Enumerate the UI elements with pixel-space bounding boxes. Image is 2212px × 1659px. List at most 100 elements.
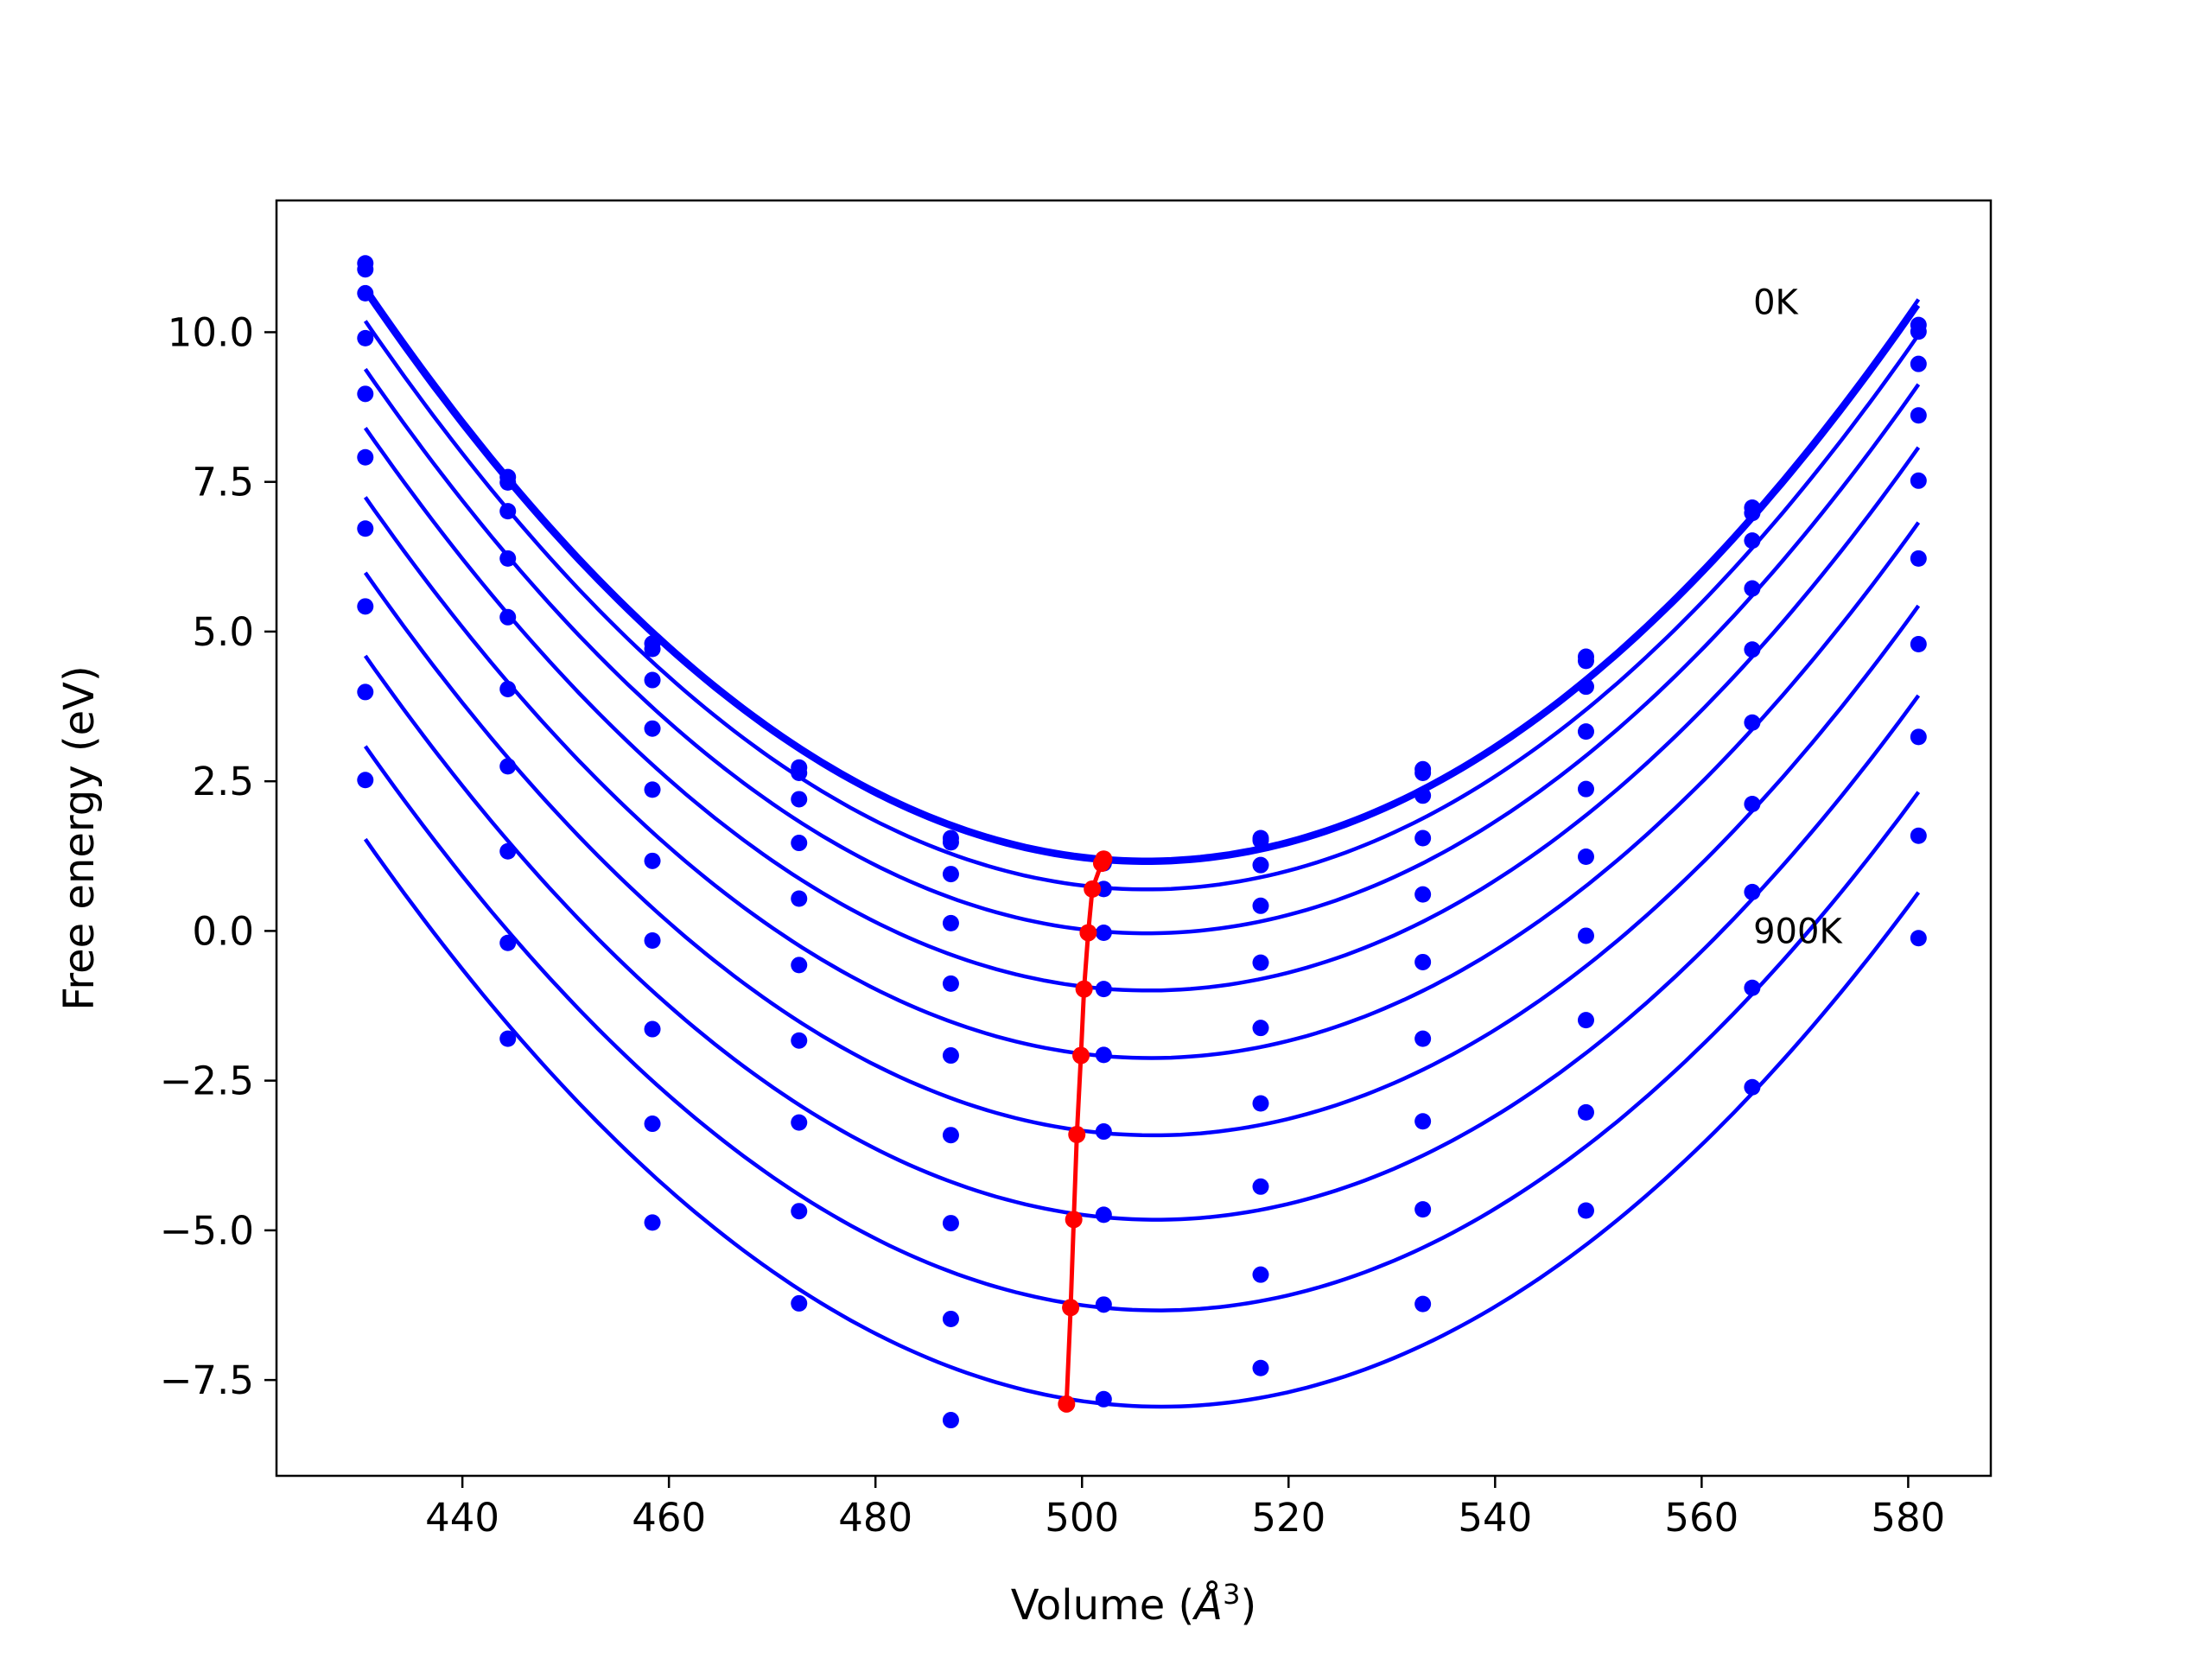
minimum-point-6 — [1068, 1126, 1086, 1144]
series-3-point-8 — [1577, 723, 1594, 741]
series-3-point-10 — [1910, 407, 1927, 424]
x-tick-label-500: 500 — [1045, 1495, 1119, 1541]
series-7-point-2 — [644, 1020, 661, 1038]
series-3-point-4 — [942, 914, 959, 931]
series-5-point-8 — [1577, 848, 1594, 865]
series-5-fit-line — [363, 496, 1921, 1060]
minimum-point-7 — [1065, 1211, 1083, 1229]
series-9-point-5 — [1095, 1390, 1112, 1408]
annotation-900k: 900K — [1753, 912, 1843, 951]
minimum-trend — [1058, 850, 1113, 1413]
series-3-point-1 — [499, 550, 517, 567]
series-9-point-9 — [1744, 1078, 1761, 1096]
series-9-point-0 — [357, 772, 374, 789]
series-4-point-2 — [644, 781, 661, 798]
series-3-point-6 — [1252, 897, 1269, 914]
x-axis-ticks: 440 460 480 500 520 540 560 580 — [425, 1476, 1945, 1541]
series-4-point-7 — [1414, 886, 1432, 903]
series-2-point-7 — [1414, 787, 1432, 804]
x-tick-label-440: 440 — [425, 1495, 499, 1541]
series-8-point-1 — [499, 934, 517, 951]
plot-frame — [275, 199, 1993, 1478]
series-6-point-2 — [644, 931, 661, 949]
series-3-point-0 — [357, 329, 374, 346]
series-0-fit-line — [363, 284, 1921, 861]
series-1-point-8 — [1577, 652, 1594, 670]
y-tick-label-5: −2.5 — [160, 1058, 254, 1104]
series-5-point-1 — [499, 680, 517, 697]
y-tick-label-2: 5.0 — [192, 609, 254, 655]
series-7-point-3 — [791, 1114, 808, 1131]
minimum-point-5 — [1072, 1046, 1090, 1065]
series-9-point-10 — [1910, 930, 1927, 947]
series-7-point-5 — [1095, 1206, 1112, 1224]
series-6-point-0 — [357, 520, 374, 537]
series-4-point-5 — [1095, 981, 1112, 998]
series-4-point-0 — [357, 385, 374, 403]
series-5-point-7 — [1414, 953, 1432, 970]
x-tick-label-480: 480 — [838, 1495, 912, 1541]
x-axis-unit: Å — [1192, 1580, 1223, 1630]
y-tick-label-1: 7.5 — [192, 460, 254, 505]
series-5-point-2 — [644, 852, 661, 869]
minimum-point-1 — [1092, 855, 1110, 873]
minimum-point-8 — [1062, 1299, 1080, 1317]
series-7-point-4 — [942, 1215, 959, 1232]
sample-points — [357, 255, 1927, 1429]
fitted-curves — [363, 284, 1921, 1409]
series-8-point-5 — [1095, 1296, 1112, 1313]
series-1-point-7 — [1414, 764, 1432, 781]
series-7-point-7 — [1414, 1113, 1432, 1130]
series-2-point-0 — [357, 284, 374, 302]
series-2-point-10 — [1910, 355, 1927, 372]
series-4-point-8 — [1577, 780, 1594, 798]
series-5-point-9 — [1744, 714, 1761, 731]
x-axis-label-text: Volume — [1011, 1581, 1166, 1630]
minimum-point-3 — [1079, 924, 1097, 942]
series-9-point-1 — [499, 1030, 517, 1047]
y-tick-label-0: 10.0 — [168, 309, 254, 355]
series-2-point-4 — [942, 866, 959, 883]
series-6-point-8 — [1577, 927, 1594, 944]
series-4-point-9 — [1744, 641, 1761, 658]
series-8-point-9 — [1744, 979, 1761, 996]
annotation-0k: 0K — [1753, 283, 1799, 323]
series-9-point-8 — [1577, 1202, 1594, 1219]
minimum-point-2 — [1084, 880, 1102, 898]
series-2-point-9 — [1744, 532, 1761, 550]
series-4-point-3 — [791, 890, 808, 907]
minimum-point-4 — [1075, 980, 1093, 998]
series-8-point-0 — [357, 683, 374, 701]
series-3-point-3 — [791, 835, 808, 852]
series-6-point-1 — [499, 758, 517, 775]
series-4-point-6 — [1252, 954, 1269, 971]
series-4-point-10 — [1910, 472, 1927, 489]
minimum-point-9 — [1058, 1395, 1076, 1413]
series-6-fit-line — [363, 571, 1921, 1138]
series-2-point-6 — [1252, 856, 1269, 874]
series-7-point-6 — [1252, 1178, 1269, 1195]
series-1-point-4 — [942, 834, 959, 851]
series-4-point-4 — [942, 975, 959, 992]
series-1-point-9 — [1744, 505, 1761, 522]
series-4-fit-line — [363, 427, 1921, 993]
series-2-fit-line — [363, 320, 1921, 892]
series-8-point-2 — [644, 1116, 661, 1133]
series-8-point-8 — [1577, 1103, 1594, 1121]
series-6-point-3 — [791, 1032, 808, 1049]
y-tick-label-6: −5.0 — [160, 1208, 254, 1254]
series-6-point-7 — [1414, 1030, 1432, 1047]
y-tick-label-7: −7.5 — [160, 1357, 254, 1403]
series-7-point-8 — [1577, 1012, 1594, 1029]
series-9-point-4 — [942, 1412, 959, 1429]
series-1-point-0 — [357, 261, 374, 278]
series-6-point-9 — [1744, 796, 1761, 813]
series-3-point-9 — [1744, 580, 1761, 597]
series-6-point-10 — [1910, 635, 1927, 652]
y-tick-label-3: 2.5 — [192, 759, 254, 804]
series-9-point-3 — [791, 1294, 808, 1312]
x-tick-label-540: 540 — [1458, 1495, 1532, 1541]
series-9-fit-line — [363, 837, 1921, 1409]
series-8-point-4 — [942, 1310, 959, 1327]
